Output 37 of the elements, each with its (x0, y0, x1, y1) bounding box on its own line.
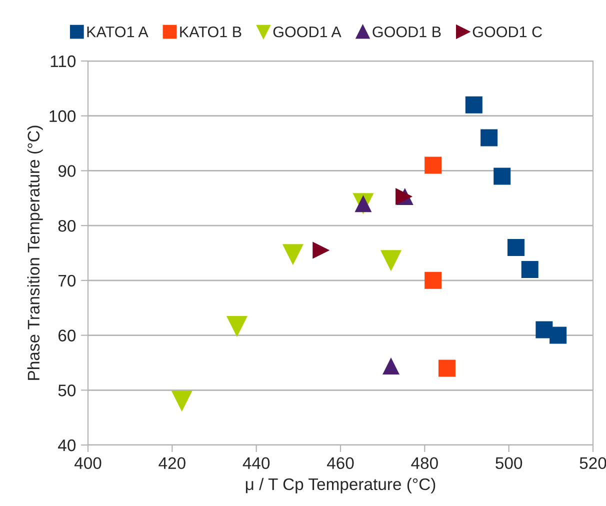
y-tick-label: 90 (58, 165, 76, 177)
x-axis-title: μ / T Cp Temperature (°C) (246, 478, 436, 494)
x-tick-label: 500 (496, 457, 522, 470)
point (380, 250, 402, 272)
legend-label: GOOD1 C (472, 26, 542, 38)
y-tick-label: 60 (58, 330, 76, 342)
legend-label: GOOD1 B (372, 26, 441, 38)
y-tick-label: 50 (58, 384, 76, 396)
point (438, 360, 456, 377)
y-tick-label: 80 (58, 220, 76, 232)
point (494, 168, 511, 185)
point (226, 316, 248, 338)
x-tick-label: 420 (158, 457, 186, 470)
y-axis-title: Phase Transition Temperature (°C) (27, 126, 43, 380)
point (424, 156, 442, 174)
x-tick-label: 460 (326, 457, 354, 470)
point (521, 260, 538, 278)
x-tick-label: 400 (74, 457, 102, 470)
y-tick-label: 70 (58, 274, 76, 287)
x-tick-label: 480 (411, 457, 438, 470)
point (282, 244, 304, 266)
y-tick-label: 40 (58, 439, 76, 452)
point (424, 272, 442, 289)
x-tick-label: 440 (242, 457, 270, 470)
point (382, 358, 400, 375)
point (480, 129, 498, 146)
y-tick-label: 100 (50, 110, 76, 122)
point (507, 239, 524, 256)
point (171, 390, 192, 412)
x-tick-label: 520 (580, 457, 606, 470)
point (550, 326, 567, 344)
legend-label: KATO1 B (180, 26, 242, 38)
point (312, 242, 330, 259)
point (465, 96, 482, 114)
y-tick-label: 110 (50, 55, 76, 68)
legend-label: KATO1 A (87, 26, 148, 38)
legend-label: GOOD1 A (273, 26, 342, 38)
